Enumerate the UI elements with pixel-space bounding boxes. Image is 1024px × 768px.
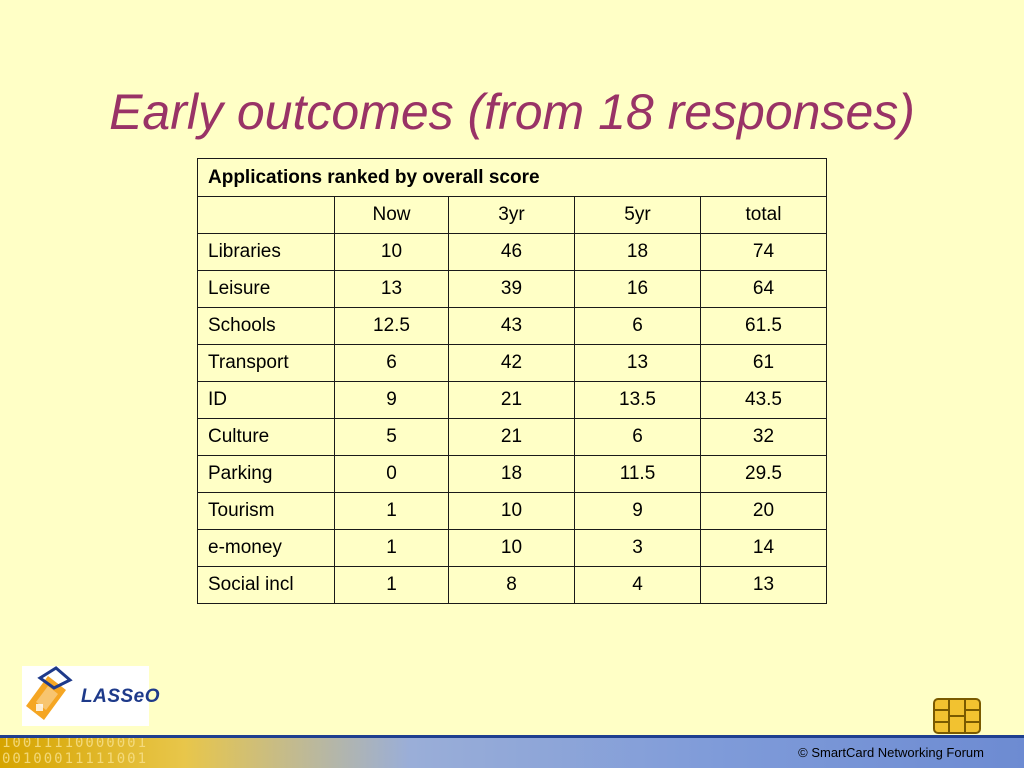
three-year-cell: 10 [448,492,575,530]
table-row: e-money 1 10 3 14 [197,529,827,567]
now-cell: 13 [334,270,449,308]
table-row: Leisure 13 39 16 64 [197,270,827,308]
now-cell: 1 [334,492,449,530]
total-cell: 20 [700,492,827,530]
table-row: Social incl 1 8 4 13 [197,566,827,604]
lasseo-logo-icon [26,666,73,720]
total-cell: 29.5 [700,455,827,493]
three-year-cell: 10 [448,529,575,567]
now-cell: 1 [334,529,449,567]
three-year-cell: 18 [448,455,575,493]
footer-divider [0,735,1024,738]
table-caption: Applications ranked by overall score [197,158,827,197]
row-name-cell: Schools [197,307,335,345]
five-year-cell: 4 [574,566,701,604]
total-cell: 74 [700,233,827,271]
three-year-cell: 46 [448,233,575,271]
three-year-cell: 39 [448,270,575,308]
total-cell: 43.5 [700,381,827,419]
header-cell [197,196,335,234]
total-cell: 64 [700,270,827,308]
three-year-cell: 43 [448,307,575,345]
header-cell-5yr: 5yr [574,196,701,234]
header-cell-total: total [700,196,827,234]
five-year-cell: 13.5 [574,381,701,419]
five-year-cell: 18 [574,233,701,271]
row-name-cell: ID [197,381,335,419]
total-cell: 61.5 [700,307,827,345]
slide-title: Early outcomes (from 18 responses) [109,84,915,140]
table-row: ID 9 21 13.5 43.5 [197,381,827,419]
lasseo-logo: LASSeO [22,666,160,726]
total-cell: 13 [700,566,827,604]
three-year-cell: 21 [448,381,575,419]
row-name-cell: Parking [197,455,335,493]
row-name-cell: Transport [197,344,335,382]
five-year-cell: 16 [574,270,701,308]
row-name-cell: e-money [197,529,335,567]
binary-pattern: 00100011111001 [2,751,149,767]
table-body: Libraries 10 46 18 74 Leisure 13 39 16 64 Schools 1… [197,233,827,604]
row-name-cell: Libraries [197,233,335,271]
header-cell-now: Now [334,196,449,234]
smartcard-chip-icon [933,698,981,734]
binary-pattern: 10011110000001 [2,738,149,751]
table-row: Parking 0 18 11.5 29.5 [197,455,827,493]
footer-copyright: © SmartCard Networking Forum [798,745,984,760]
total-cell: 61 [700,344,827,382]
table-header-row: Now 3yr 5yr total [197,196,827,234]
row-name-cell: Social incl [197,566,335,604]
three-year-cell: 21 [448,418,575,456]
row-name-cell: Leisure [197,270,335,308]
three-year-cell: 42 [448,344,575,382]
footer-bar: 10011110000001 00100011111001 © SmartCar… [0,738,1024,768]
table-row: Transport 6 42 13 61 [197,344,827,382]
now-cell: 6 [334,344,449,382]
scores-table: Applications ranked by overall score Now… [197,158,827,604]
five-year-cell: 13 [574,344,701,382]
now-cell: 9 [334,381,449,419]
total-cell: 32 [700,418,827,456]
table-caption-row: Applications ranked by overall score [197,158,827,197]
table-row: Libraries 10 46 18 74 [197,233,827,271]
now-cell: 10 [334,233,449,271]
now-cell: 12.5 [334,307,449,345]
table-row: Schools 12.5 43 6 61.5 [197,307,827,345]
five-year-cell: 6 [574,418,701,456]
five-year-cell: 3 [574,529,701,567]
five-year-cell: 11.5 [574,455,701,493]
row-name-cell: Tourism [197,492,335,530]
row-name-cell: Culture [197,418,335,456]
table-row: Culture 5 21 6 32 [197,418,827,456]
logo-text: LASSeO [81,686,161,707]
five-year-cell: 9 [574,492,701,530]
now-cell: 0 [334,455,449,493]
total-cell: 14 [700,529,827,567]
table-row: Tourism 1 10 9 20 [197,492,827,530]
now-cell: 5 [334,418,449,456]
now-cell: 1 [334,566,449,604]
five-year-cell: 6 [574,307,701,345]
header-cell-3yr: 3yr [448,196,575,234]
three-year-cell: 8 [448,566,575,604]
